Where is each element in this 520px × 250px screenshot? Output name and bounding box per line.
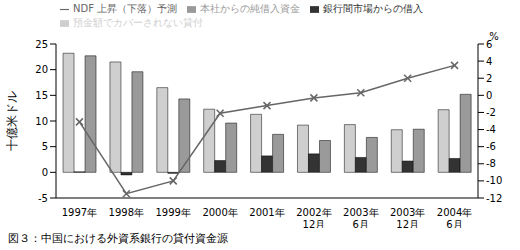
svg-text:15: 15 [35, 90, 48, 101]
svg-text:0: 0 [486, 90, 492, 101]
svg-text:1998年: 1998年 [109, 207, 144, 218]
svg-text:2002年12月: 2002年12月 [296, 207, 331, 228]
svg-text:1997年: 1997年 [62, 207, 97, 218]
svg-text:2003年12月: 2003年12月 [390, 207, 425, 228]
svg-text:2003年6月: 2003年6月 [343, 207, 378, 228]
svg-text:-12: -12 [486, 193, 502, 204]
svg-text:-4: -4 [486, 124, 496, 135]
svg-text:4: 4 [486, 56, 492, 67]
svg-text:0: 0 [42, 167, 48, 178]
svg-text:-10: -10 [486, 175, 502, 186]
svg-text:25: 25 [35, 39, 48, 50]
svg-text:十億米ドル: 十億米ドル [8, 91, 19, 151]
html-text:本社からの純借入資金: 本社からの純借入資金 [200, 3, 301, 14]
svg-text:20: 20 [35, 64, 48, 75]
svg-text:2001年: 2001年 [249, 207, 284, 218]
html-text:図３：中国における外資系銀行の貸付資金源: 図３：中国における外資系銀行の貸付資金源 [8, 232, 228, 245]
svg-text:2004年6月: 2004年6月 [437, 207, 472, 228]
svg-text:10: 10 [35, 116, 48, 127]
html-text:預金額でカバーされない貸付: 預金額でカバーされない貸付 [73, 17, 203, 28]
svg-text:-6: -6 [486, 141, 496, 152]
svg-text:1999年: 1999年 [155, 207, 190, 218]
html-text:NDF 上昇（下落）予測: NDF 上昇（下落）予測 [73, 3, 178, 14]
svg-text:2000年: 2000年 [202, 207, 237, 218]
svg-text:2: 2 [486, 73, 492, 84]
html-text:銀行間市場からの借入: 銀行間市場からの借入 [323, 3, 424, 14]
svg-text:-2: -2 [486, 107, 496, 118]
svg-text:5: 5 [42, 141, 48, 152]
svg-text:-8: -8 [486, 158, 496, 169]
svg-text:-5: -5 [38, 193, 48, 204]
svg-text:%: % [489, 31, 499, 42]
svg-text:6: 6 [486, 38, 493, 50]
